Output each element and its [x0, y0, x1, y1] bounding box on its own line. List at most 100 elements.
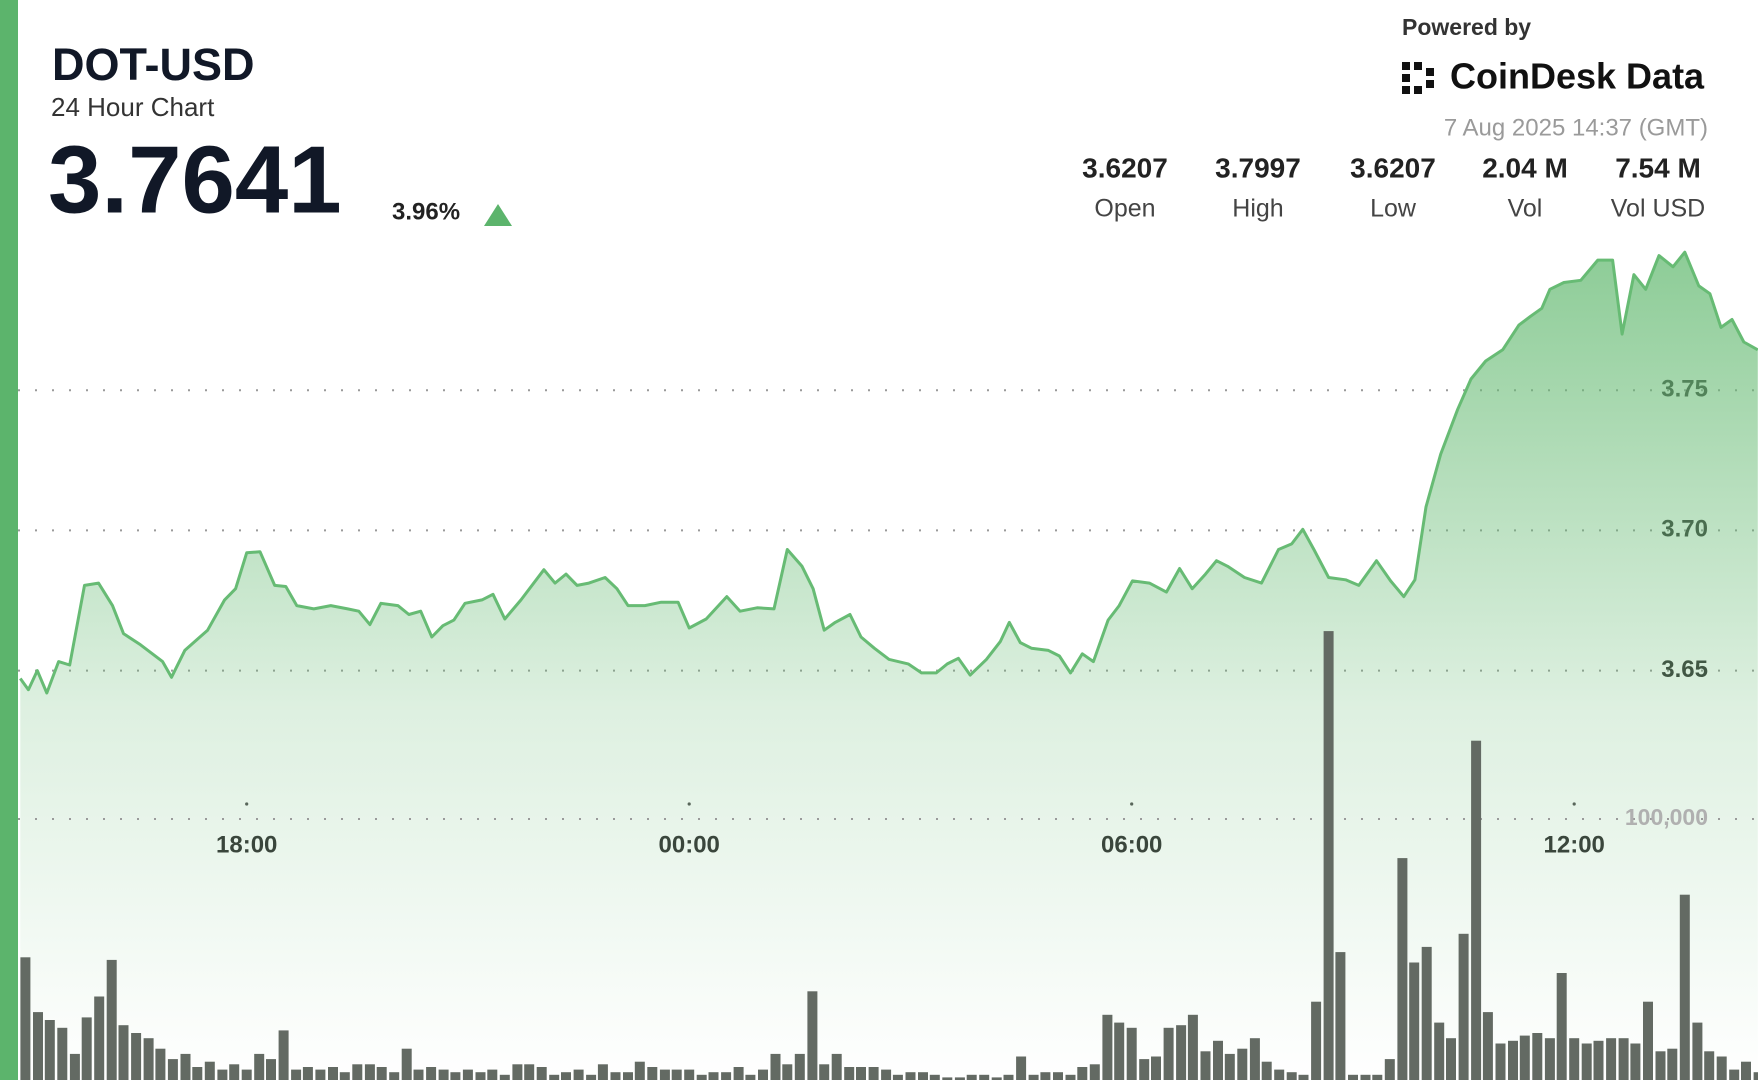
- stat-value: 3.7997: [1215, 152, 1301, 183]
- volume-bar: [1360, 1074, 1371, 1080]
- volume-bar: [1409, 962, 1420, 1080]
- volume-bar: [155, 1048, 166, 1080]
- volume-bar: [1126, 1027, 1137, 1080]
- volume-bar: [291, 1069, 302, 1080]
- volume-bar: [1434, 1022, 1445, 1080]
- volume-bar: [684, 1069, 695, 1080]
- volume-bar: [905, 1072, 916, 1080]
- volume-bar: [1532, 1033, 1543, 1080]
- ticker: DOT-USD: [52, 39, 255, 90]
- volume-bar: [1667, 1048, 1678, 1080]
- volume-bar: [524, 1064, 535, 1080]
- volume-bar: [376, 1067, 387, 1080]
- powered-by: Powered by: [1402, 14, 1531, 40]
- volume-bar: [1372, 1074, 1383, 1080]
- volume-bar: [1286, 1072, 1297, 1080]
- volume-bar: [131, 1033, 142, 1080]
- volume-bar: [1003, 1074, 1014, 1080]
- volume-bar: [1016, 1056, 1027, 1080]
- volume-bar: [1495, 1043, 1506, 1080]
- volume-bar: [106, 959, 117, 1080]
- volume-bar: [1729, 1069, 1740, 1080]
- volume-bar: [57, 1027, 68, 1080]
- volume-bar: [69, 1053, 80, 1080]
- stat-value: 7.54 M: [1615, 152, 1701, 183]
- volume-bar: [450, 1072, 461, 1080]
- volume-bar: [462, 1069, 473, 1080]
- volume-bar: [954, 1077, 965, 1080]
- volume-bar: [352, 1064, 363, 1080]
- volume-bar: [1581, 1043, 1592, 1080]
- volume-bar: [94, 996, 105, 1080]
- volume-bar: [217, 1069, 228, 1080]
- volume-bar: [1213, 1040, 1223, 1080]
- volume-bar: [1163, 1027, 1174, 1080]
- volume-bar: [1249, 1038, 1260, 1080]
- volume-bar: [499, 1074, 510, 1080]
- stat-label: Vol USD: [1611, 195, 1705, 223]
- volume-bar: [819, 1064, 830, 1080]
- volume-bar: [1716, 1056, 1727, 1080]
- accent-bar: [0, 0, 18, 1080]
- volume-bar: [254, 1053, 265, 1080]
- volume-bar: [1384, 1059, 1395, 1080]
- volume-bar: [671, 1069, 682, 1080]
- volume-bar: [315, 1069, 326, 1080]
- volume-bar: [364, 1064, 375, 1080]
- volume-bar: [807, 991, 818, 1080]
- volume-bar: [770, 1053, 781, 1080]
- up-arrow: [484, 204, 512, 226]
- volume-bar: [1397, 858, 1408, 1080]
- stats: 3.6207 Open 3.7997 High 3.6207 Low 2.04 M Vol 7.…: [1082, 152, 1705, 222]
- volume-bar: [623, 1072, 633, 1080]
- volume-bar: [1237, 1048, 1248, 1080]
- brand: CoinDesk Data: [1450, 56, 1705, 97]
- volume-bar: [1102, 1014, 1113, 1080]
- y2-tick-label: 100,000: [1625, 804, 1708, 830]
- volume-bar: [33, 1012, 43, 1080]
- volume-bar: [81, 1017, 92, 1080]
- volume-bar: [1323, 631, 1334, 1080]
- volume-bar: [586, 1074, 597, 1080]
- volume-bar: [856, 1067, 866, 1080]
- volume-bar: [918, 1072, 928, 1080]
- volume-bar: [1224, 1053, 1235, 1080]
- stat-label: Open: [1094, 195, 1155, 223]
- volume-bar: [721, 1072, 732, 1080]
- volume-bar: [1593, 1040, 1604, 1080]
- volume-bar: [426, 1067, 437, 1080]
- volume-bar: [991, 1077, 1002, 1080]
- stat-value: 2.04 M: [1482, 152, 1568, 183]
- volume-bar: [413, 1069, 424, 1080]
- volume-bar: [1704, 1051, 1715, 1080]
- subtitle: 24 Hour Chart: [51, 92, 215, 122]
- volume-bar: [1643, 1001, 1653, 1080]
- volume-bar: [929, 1074, 940, 1080]
- volume-bar: [831, 1053, 842, 1080]
- stat-label: Vol: [1508, 195, 1543, 223]
- volume-bar: [1261, 1061, 1272, 1080]
- volume-bar: [1089, 1064, 1100, 1080]
- volume-bar: [1471, 740, 1482, 1080]
- volume-bar: [1519, 1035, 1530, 1080]
- volume-bar: [1569, 1038, 1580, 1080]
- volume-bar: [302, 1067, 313, 1080]
- volume-bar: [1556, 973, 1567, 1080]
- volume-bar: [1446, 1038, 1456, 1080]
- volume-bar: [966, 1074, 977, 1080]
- volume-bar: [1065, 1074, 1076, 1080]
- volume-bar: [892, 1074, 903, 1080]
- volume-bar: [487, 1069, 498, 1080]
- volume-bar: [758, 1069, 768, 1080]
- volume-bar: [512, 1064, 523, 1080]
- volume-bar: [1679, 894, 1690, 1080]
- volume-bar: [1630, 1043, 1641, 1080]
- volume-bar: [278, 1030, 289, 1080]
- volume-bar: [143, 1038, 154, 1080]
- volume-bar: [634, 1061, 645, 1080]
- volume-bar: [1040, 1072, 1051, 1080]
- volume-bar: [241, 1069, 252, 1080]
- volume-bar: [229, 1064, 240, 1080]
- change: 3.96%: [392, 198, 460, 225]
